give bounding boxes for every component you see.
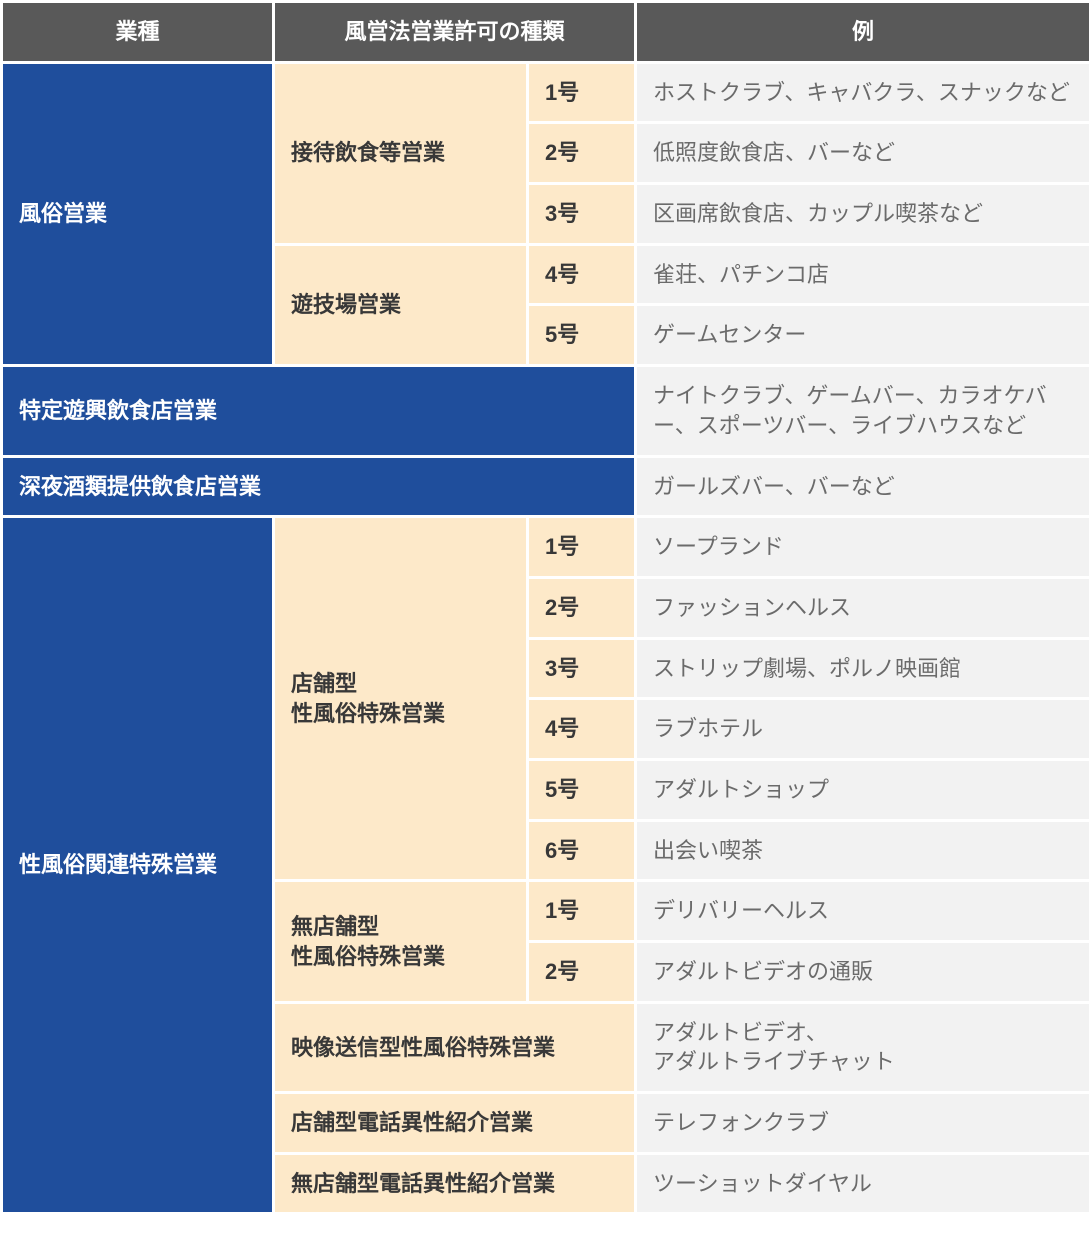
number-cell: 3号: [528, 638, 636, 699]
number-cell: 1号: [528, 881, 636, 942]
table-row: 風俗営業 接待飲食等営業 1号 ホストクラブ、キャバクラ、スナックなど: [2, 62, 1089, 123]
subtype-cell: 無店舗型電話異性紹介営業: [274, 1153, 636, 1214]
number-cell: 2号: [528, 942, 636, 1003]
example-cell: テレフォンクラブ: [636, 1093, 1089, 1154]
table-row: 特定遊興飲食店営業 ナイトクラブ、ゲームバー、カラオケバー、スポーツバー、ライブ…: [2, 366, 1089, 456]
example-cell: ゲームセンター: [636, 305, 1089, 366]
number-cell: 2号: [528, 577, 636, 638]
example-cell: ファッションヘルス: [636, 577, 1089, 638]
number-cell: 3号: [528, 184, 636, 245]
number-cell: 1号: [528, 517, 636, 578]
subtype-cell: 映像送信型性風俗特殊営業: [274, 1002, 636, 1092]
table-header-row: 業種 風営法営業許可の種類 例: [2, 2, 1089, 63]
number-cell: 5号: [528, 305, 636, 366]
subtype-cell: 店舗型電話異性紹介営業: [274, 1093, 636, 1154]
number-cell: 2号: [528, 123, 636, 184]
subtype-cell: 遊技場営業: [274, 244, 528, 365]
example-cell: 雀荘、パチンコ店: [636, 244, 1089, 305]
subtype-cell: 店舗型性風俗特殊営業: [274, 517, 528, 881]
category-cell: 風俗営業: [2, 62, 274, 365]
category-cell: 特定遊興飲食店営業: [2, 366, 636, 456]
license-table: 業種 風営法営業許可の種類 例 風俗営業 接待飲食等営業 1号 ホストクラブ、キ…: [0, 0, 1089, 1215]
example-cell: アダルトビデオの通販: [636, 942, 1089, 1003]
example-cell: 出会い喫茶: [636, 820, 1089, 881]
number-cell: 6号: [528, 820, 636, 881]
category-cell: 深夜酒類提供飲食店営業: [2, 456, 636, 517]
number-cell: 4号: [528, 244, 636, 305]
example-cell: ナイトクラブ、ゲームバー、カラオケバー、スポーツバー、ライブハウスなど: [636, 366, 1089, 456]
example-cell: アダルトショップ: [636, 759, 1089, 820]
category-cell: 性風俗関連特殊営業: [2, 517, 274, 1214]
example-cell: デリバリーヘルス: [636, 881, 1089, 942]
example-cell: ラブホテル: [636, 699, 1089, 760]
number-cell: 4号: [528, 699, 636, 760]
subtype-cell: 無店舗型性風俗特殊営業: [274, 881, 528, 1002]
example-cell: 低照度飲食店、バーなど: [636, 123, 1089, 184]
header-industry: 業種: [2, 2, 274, 63]
example-cell: アダルトビデオ、アダルトライブチャット: [636, 1002, 1089, 1092]
header-example: 例: [636, 2, 1089, 63]
header-license-type: 風営法営業許可の種類: [274, 2, 636, 63]
number-cell: 5号: [528, 759, 636, 820]
example-cell: 区画席飲食店、カップル喫茶など: [636, 184, 1089, 245]
example-cell: ホストクラブ、キャバクラ、スナックなど: [636, 62, 1089, 123]
table-row: 性風俗関連特殊営業 店舗型性風俗特殊営業 1号 ソープランド: [2, 517, 1089, 578]
number-cell: 1号: [528, 62, 636, 123]
example-cell: ツーショットダイヤル: [636, 1153, 1089, 1214]
example-cell: ソープランド: [636, 517, 1089, 578]
subtype-cell: 接待飲食等営業: [274, 62, 528, 244]
table-row: 深夜酒類提供飲食店営業 ガールズバー、バーなど: [2, 456, 1089, 517]
example-cell: ストリップ劇場、ポルノ映画館: [636, 638, 1089, 699]
example-cell: ガールズバー、バーなど: [636, 456, 1089, 517]
